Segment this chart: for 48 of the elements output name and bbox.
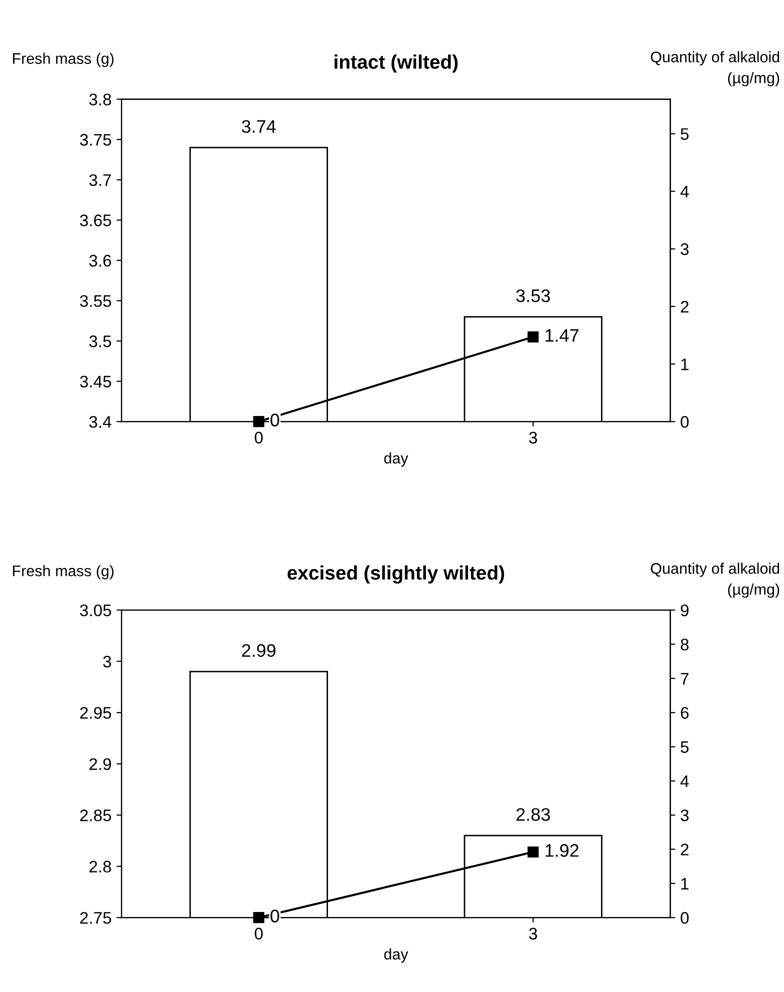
y2-tick-label: 0 [680,912,689,924]
y-axis-title: Fresh mass (g) [13,565,114,580]
y2-tick-label: 5 [680,128,689,140]
y-tick-label: 2.85 [80,809,112,822]
y-tick-label: 3 [103,656,112,668]
y-axis-title: Fresh mass (g) [13,52,114,67]
data-label: 3.74 [242,120,276,133]
x-axis-title: day [384,948,408,963]
data-label: 1.92 [546,844,578,857]
data-label: 1.47 [546,329,578,342]
y2-tick-label: 2 [680,844,688,856]
y-tick-label: 3.45 [80,376,112,388]
y-tick-label: 3.8 [89,94,112,106]
y2-tick-label: 5 [680,741,689,753]
y2-tick-label: 0 [680,416,689,428]
y-tick-label: 3.05 [80,604,112,616]
y-tick-label: 3.65 [80,214,112,226]
y2-tick-label: 4 [680,186,689,198]
y2-tick-label: 9 [680,604,689,616]
y-tick-label: 3.7 [89,174,111,186]
y2-tick-label: 3 [680,809,689,822]
y2-tick-label: 4 [680,775,689,787]
y-tick-label: 3.4 [89,416,112,428]
y2-tick-label: 7 [680,672,688,684]
data-label: 2.83 [516,808,550,821]
data-label: 0 [270,414,280,426]
chart-title: excised (slightly wilted) [288,565,504,584]
y2-tick-label: 6 [680,706,689,719]
y2-tick-label: 2 [680,300,688,312]
chart-title: intact (wilted) [334,54,458,73]
data-label: 2.99 [242,644,276,657]
y-tick-label: 3.5 [89,335,112,348]
x-axis-title: day [384,452,408,467]
y-tick-label: 2.8 [89,860,112,873]
y-tick-label: 3.6 [89,254,112,267]
y2-tick-label: 1 [681,878,688,890]
y2-tick-label: 3 [680,243,689,256]
data-label: 0 [270,910,280,922]
y-tick-label: 2.9 [89,758,112,770]
y-tick-label: 2.75 [80,912,112,924]
y2-tick-label: 8 [680,638,689,650]
y2-axis-title: Quantity of alkaloid (µg/mg) [650,51,780,86]
y-tick-label: 3.75 [80,134,112,146]
data-label: 3.53 [516,289,550,302]
y-tick-label: 3.55 [80,295,112,307]
y-tick-label: 2.95 [80,706,112,719]
y2-tick-label: 1 [681,358,688,370]
y2-axis-title: Quantity of alkaloid (µg/mg) [650,562,780,598]
